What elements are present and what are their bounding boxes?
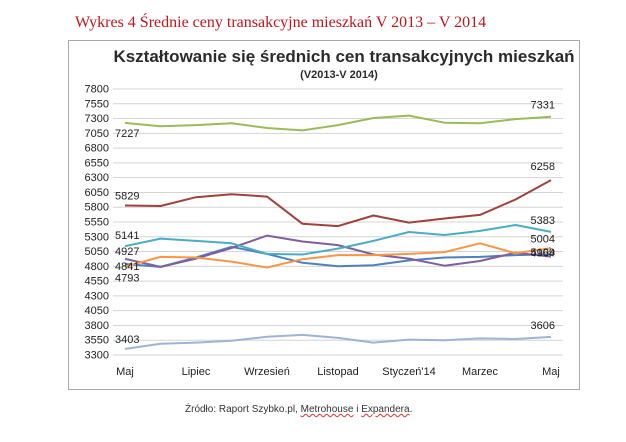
data-label: 5829	[115, 191, 139, 203]
y-tick-label: 3550	[85, 335, 109, 347]
series-line-gdynia	[124, 242, 552, 269]
data-label: 5383	[531, 215, 555, 227]
data-label: 6258	[531, 161, 555, 173]
x-tick-label: Maj	[542, 366, 560, 378]
y-tick-label: 6300	[85, 172, 109, 184]
x-tick-label: Maj	[116, 366, 134, 378]
data-label: 3403	[115, 334, 139, 346]
data-label: 7227	[115, 128, 139, 140]
source-and: i	[353, 404, 362, 415]
y-tick-label: 5050	[85, 246, 109, 258]
y-tick-label: 3800	[85, 320, 109, 332]
y-tick-label: 5800	[85, 202, 109, 214]
data-label: 4793	[115, 273, 139, 285]
y-tick-label: 7800	[85, 84, 109, 96]
data-label: 4964	[531, 248, 555, 260]
source-prefix: Źródło: Raport Szybko.pl,	[185, 404, 301, 415]
line-chart: 3300 3550 3800 4050 4300 4550 4800 5050 5300 5550…	[85, 84, 563, 378]
data-label: 4927	[115, 246, 139, 258]
data-label: 4841	[115, 261, 139, 273]
series-line-poznań	[124, 234, 552, 268]
source-expandera: Expandera	[361, 404, 410, 415]
data-label: 3606	[531, 320, 555, 332]
data-label: 5141	[115, 230, 139, 242]
data-label: 7331	[531, 100, 555, 112]
x-tick-label: Styczeń'14	[382, 366, 435, 378]
x-tick-label: Lipiec	[182, 366, 211, 378]
document-title: Wykres 4 Średnie ceny transakcyjne miesz…	[75, 14, 487, 31]
y-tick-label: 3300	[85, 350, 109, 362]
y-tick-label: 4800	[85, 261, 109, 273]
source-note: Źródło: Raport Szybko.pl, Metrohouse i E…	[185, 404, 412, 415]
source-suffix: .	[409, 404, 413, 415]
x-tick-label: Marzec	[462, 366, 499, 378]
chart-title: Kształtowanie się średnich cen transakcy…	[113, 47, 575, 66]
y-tick-label: 4050	[85, 305, 109, 317]
x-tick-label: Wrzesień	[244, 366, 290, 378]
y-tick-label: 4550	[85, 276, 109, 288]
series-line-warszawa	[124, 114, 552, 132]
data-label: 5109	[531, 247, 555, 259]
y-tick-label: 6050	[85, 187, 109, 199]
series-line-łódź	[124, 333, 552, 350]
series-line-kraków	[124, 179, 552, 228]
y-tick-label: 6800	[85, 143, 109, 155]
series-line-gdańsk	[124, 224, 552, 256]
chart-frame: Kształtowanie się średnich cen transakcy…	[68, 40, 580, 390]
y-tick-label: 7300	[85, 113, 109, 125]
y-tick-label: 7550	[85, 98, 109, 110]
y-tick-label: 5300	[85, 231, 109, 243]
x-tick-label: Listopad	[317, 366, 359, 378]
data-label: 5004	[531, 233, 555, 245]
y-tick-label: 5550	[85, 217, 109, 229]
y-tick-label: 6550	[85, 157, 109, 169]
y-tick-label: 7050	[85, 128, 109, 140]
source-metrohouse: Metrohouse	[300, 404, 354, 415]
chart-subtitle: (V2013-V 2014)	[300, 69, 378, 81]
y-tick-label: 4300	[85, 290, 109, 302]
